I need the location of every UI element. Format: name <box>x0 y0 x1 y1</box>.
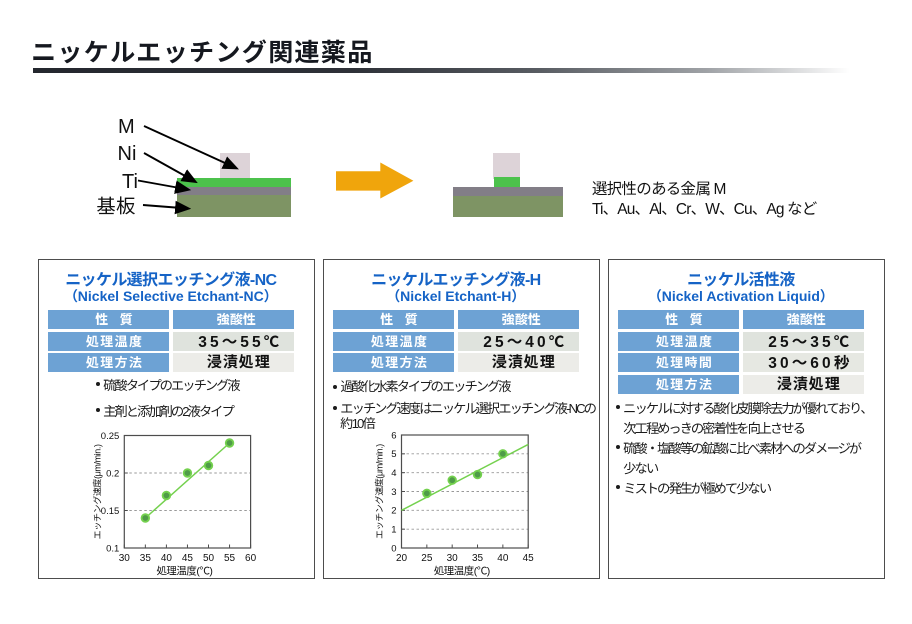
svg-text:1: 1 <box>391 522 396 536</box>
svg-text:5: 5 <box>391 446 396 460</box>
svg-text:0: 0 <box>391 540 396 554</box>
svg-text:40: 40 <box>497 549 509 564</box>
svg-text:6: 6 <box>391 427 396 441</box>
svg-text:30: 30 <box>119 549 131 564</box>
svg-text:3: 3 <box>391 484 396 498</box>
svg-text:20: 20 <box>396 549 408 564</box>
svg-text:0.15: 0.15 <box>101 503 120 517</box>
svg-text:2: 2 <box>391 503 396 517</box>
svg-text:45: 45 <box>522 549 534 564</box>
svg-text:0.25: 0.25 <box>101 428 120 442</box>
svg-text:処理温度(℃): 処理温度(℃) <box>434 564 490 579</box>
svg-text:0.2: 0.2 <box>106 465 119 479</box>
svg-text:25: 25 <box>421 549 433 564</box>
svg-text:40: 40 <box>161 549 173 564</box>
svg-text:エッチング速度(μm/min.): エッチング速度(μm/min.) <box>372 444 385 539</box>
svg-text:45: 45 <box>182 549 194 564</box>
svg-text:30: 30 <box>446 549 458 564</box>
svg-text:エッチング速度(μm/min.): エッチング速度(μm/min.) <box>90 444 103 539</box>
svg-text:50: 50 <box>203 549 215 564</box>
svg-text:60: 60 <box>245 549 257 564</box>
svg-text:0.1: 0.1 <box>106 540 119 554</box>
svg-text:55: 55 <box>224 549 236 564</box>
svg-text:35: 35 <box>140 549 152 564</box>
svg-text:4: 4 <box>391 465 396 479</box>
svg-text:35: 35 <box>472 549 484 564</box>
svg-text:処理温度(℃): 処理温度(℃) <box>156 564 212 579</box>
